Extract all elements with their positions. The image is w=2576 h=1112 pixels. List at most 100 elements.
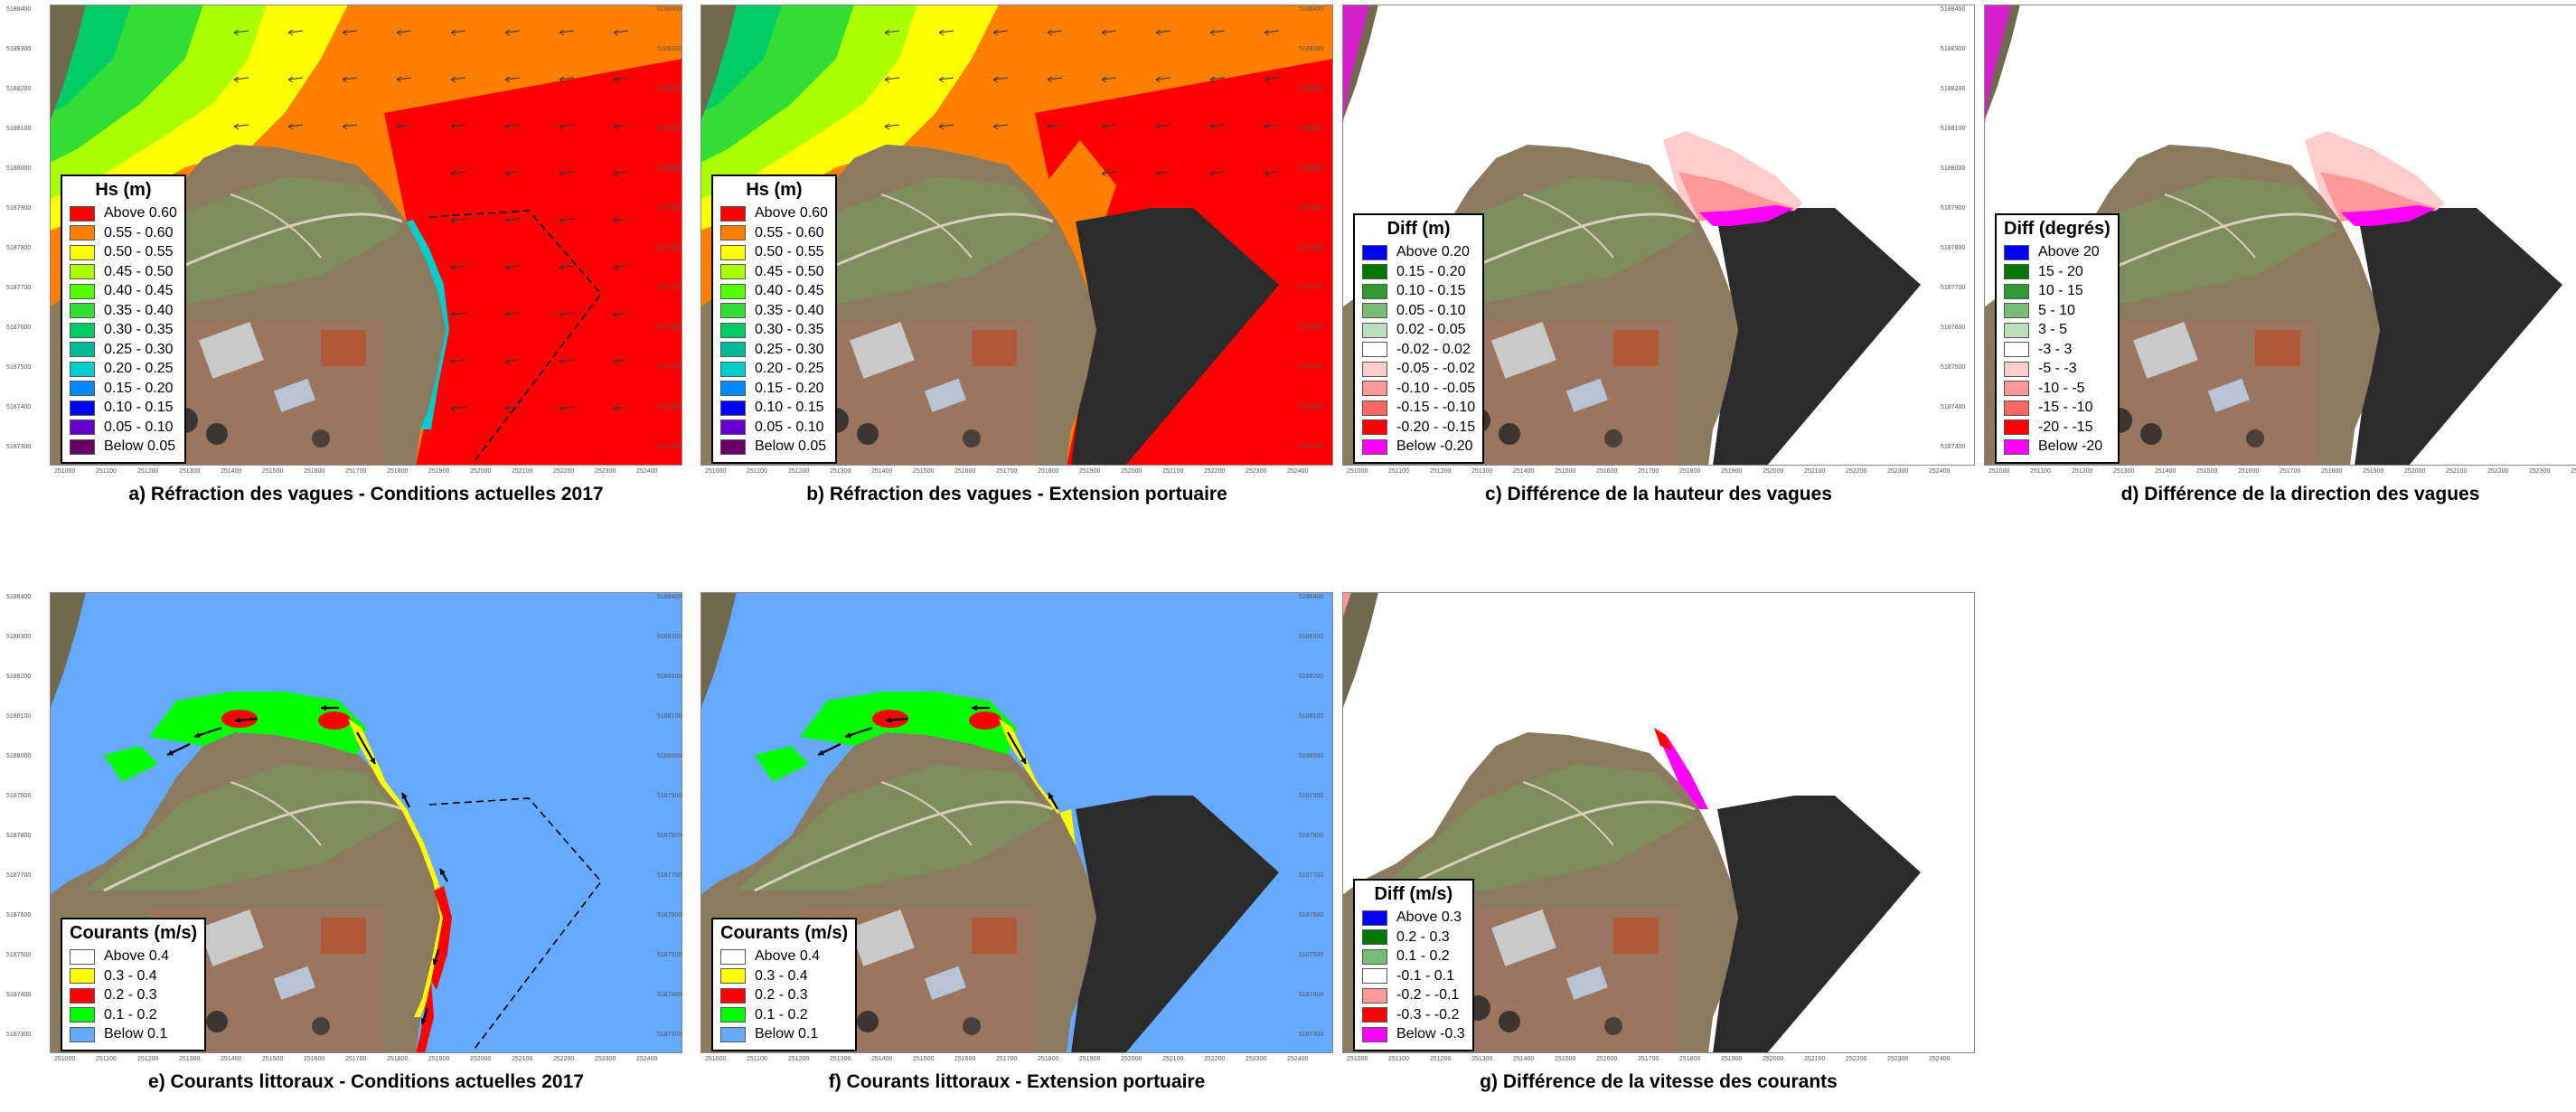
legend-entry: -5 - -3 — [2004, 360, 2111, 380]
x-tick-label: 251100 — [747, 468, 767, 475]
legend-label: Below -0.3 — [1396, 1026, 1465, 1042]
legend-label: -0.05 - -0.02 — [1396, 361, 1476, 377]
legend-swatch — [720, 283, 746, 299]
hs-field-red-east — [1125, 77, 1333, 285]
park-path — [880, 781, 973, 846]
legend-label: 0.05 - 0.10 — [1396, 302, 1466, 318]
legend-swatch — [70, 264, 95, 280]
current-band-green — [149, 692, 366, 755]
y-tick-label: 5188100 — [1941, 126, 1966, 132]
legend-label: -10 - -5 — [2038, 380, 2085, 396]
wave-direction-arrow — [504, 311, 521, 318]
x-tick-label: 251800 — [387, 1056, 409, 1062]
legend-entry: -0.10 - -0.05 — [1362, 379, 1475, 399]
x-tick-label: 251000 — [54, 468, 76, 475]
legend-swatch — [70, 225, 95, 241]
x-tick-label: 252100 — [512, 1056, 533, 1062]
x-tick-label: 251800 — [1038, 468, 1059, 475]
legend-entry: 0.1 - 0.2 — [720, 1005, 848, 1025]
legend-label: 0.55 - 0.60 — [104, 224, 174, 240]
y-tick-label: 5188100 — [1299, 126, 1324, 132]
x-tick-label: 252100 — [512, 468, 533, 475]
x-tick-label: 251100 — [96, 468, 117, 475]
legend-label: -20 - -15 — [2038, 419, 2093, 435]
park-path — [880, 193, 973, 259]
x-tick-label: 251300 — [2113, 468, 2135, 475]
y-tick-label: 5188000 — [1299, 753, 1324, 759]
ore-pile — [321, 330, 366, 366]
wave-direction-arrow — [884, 123, 900, 130]
y-tick-label: 5187300 — [657, 444, 682, 450]
panel-caption: f) Courants littoraux - Extension portua… — [828, 1071, 1206, 1092]
legend-entry: 0.15 - 0.20 — [70, 379, 177, 399]
legend-swatch — [720, 1026, 746, 1042]
x-tick-label: 252300 — [1887, 468, 1909, 475]
park-path — [230, 193, 322, 259]
legend-entry: 0.1 - 0.2 — [70, 1005, 197, 1025]
map-legend: Diff (degrés) Above 20 15 - 20 10 - 15 5 - 1… — [1995, 212, 2120, 464]
legend-swatch — [2004, 244, 2029, 260]
y-tick-label: 5188200 — [1299, 674, 1324, 680]
legend-label: 0.55 - 0.60 — [755, 224, 824, 240]
y-tick-label: 5188300 — [657, 634, 682, 640]
panel-caption: d) Différence de la direction des vagues — [2120, 484, 2480, 504]
warehouse-roof — [273, 378, 315, 412]
warehouse-roof — [2132, 321, 2198, 379]
x-tick-label: 252300 — [595, 1056, 616, 1062]
warehouse-roof — [1565, 966, 1608, 1000]
y-tick-label: 5188000 — [657, 753, 682, 759]
legend-swatch — [720, 948, 746, 965]
warehouse-roof — [1490, 909, 1556, 966]
legend-label: 0.35 - 0.40 — [755, 302, 824, 318]
legend-label: 0.1 - 0.2 — [1396, 948, 1450, 965]
x-tick-label: 252400 — [2571, 468, 2576, 475]
ore-pile — [1613, 330, 1659, 366]
legend-entry: 0.2 - 0.3 — [1362, 928, 1465, 947]
y-tick-label: 5188200 — [1941, 86, 1966, 92]
legend-entry: 0.10 - 0.15 — [720, 399, 828, 419]
x-tick-label: 251500 — [262, 468, 284, 475]
legend-entry: 0.30 - 0.35 — [70, 321, 177, 341]
y-tick-label: 5188300 — [1299, 634, 1324, 640]
legend-label: 0.15 - 0.20 — [1396, 263, 1466, 279]
legend-entry: Below 0.1 — [720, 1025, 848, 1045]
legend-swatch — [1362, 1007, 1387, 1023]
x-tick-label: 252100 — [1804, 468, 1826, 475]
wave-direction-arrow — [504, 76, 521, 83]
legend-label: 0.2 - 0.3 — [1396, 928, 1450, 945]
diff-plume-magenta — [2341, 205, 2436, 226]
current-arrow-head — [886, 717, 892, 723]
x-tick-label: 251300 — [179, 468, 201, 475]
y-tick-label: 5188000 — [6, 753, 32, 759]
legend-entry: -0.20 - -0.15 — [1362, 418, 1475, 438]
x-tick-label: 251400 — [2155, 468, 2176, 475]
storage-tank — [206, 1011, 228, 1032]
legend-swatch — [720, 400, 746, 416]
legend-label: Above 0.4 — [755, 948, 821, 965]
storage-tank — [857, 1011, 879, 1032]
legend-swatch — [1362, 400, 1387, 416]
y-tick-label: 5187300 — [1941, 444, 1966, 450]
x-tick-label: 251100 — [96, 1056, 117, 1062]
wave-direction-arrow — [504, 29, 521, 36]
x-tick-label: 251300 — [1471, 468, 1493, 475]
panel-caption: c) Différence de la hauteur des vagues — [1485, 484, 1832, 504]
x-tick-label: 251700 — [345, 1056, 367, 1062]
legend-label: -0.20 - -0.15 — [1396, 419, 1476, 435]
legend-label: Below -0.20 — [1396, 438, 1473, 455]
legend-label: 0.40 - 0.45 — [755, 283, 824, 299]
x-tick-label: 252200 — [1846, 1056, 1867, 1062]
warehouse-roof — [198, 909, 264, 966]
x-tick-label: 251000 — [1347, 1056, 1368, 1062]
legend-label: -15 - -10 — [2038, 400, 2093, 416]
x-tick-label: 251700 — [1638, 1056, 1659, 1062]
x-tick-label: 252300 — [1887, 1056, 1909, 1062]
legend-swatch — [70, 438, 95, 455]
y-tick-label: 5187800 — [1299, 245, 1324, 251]
legend-entry: Below 0.05 — [720, 438, 828, 457]
wave-direction-arrow — [450, 217, 466, 224]
legend-label: -0.1 - 0.1 — [1396, 967, 1455, 984]
x-tick-label: 251100 — [1388, 468, 1409, 475]
legend-swatch — [2004, 264, 2029, 280]
x-tick-label: 252300 — [1246, 468, 1267, 475]
